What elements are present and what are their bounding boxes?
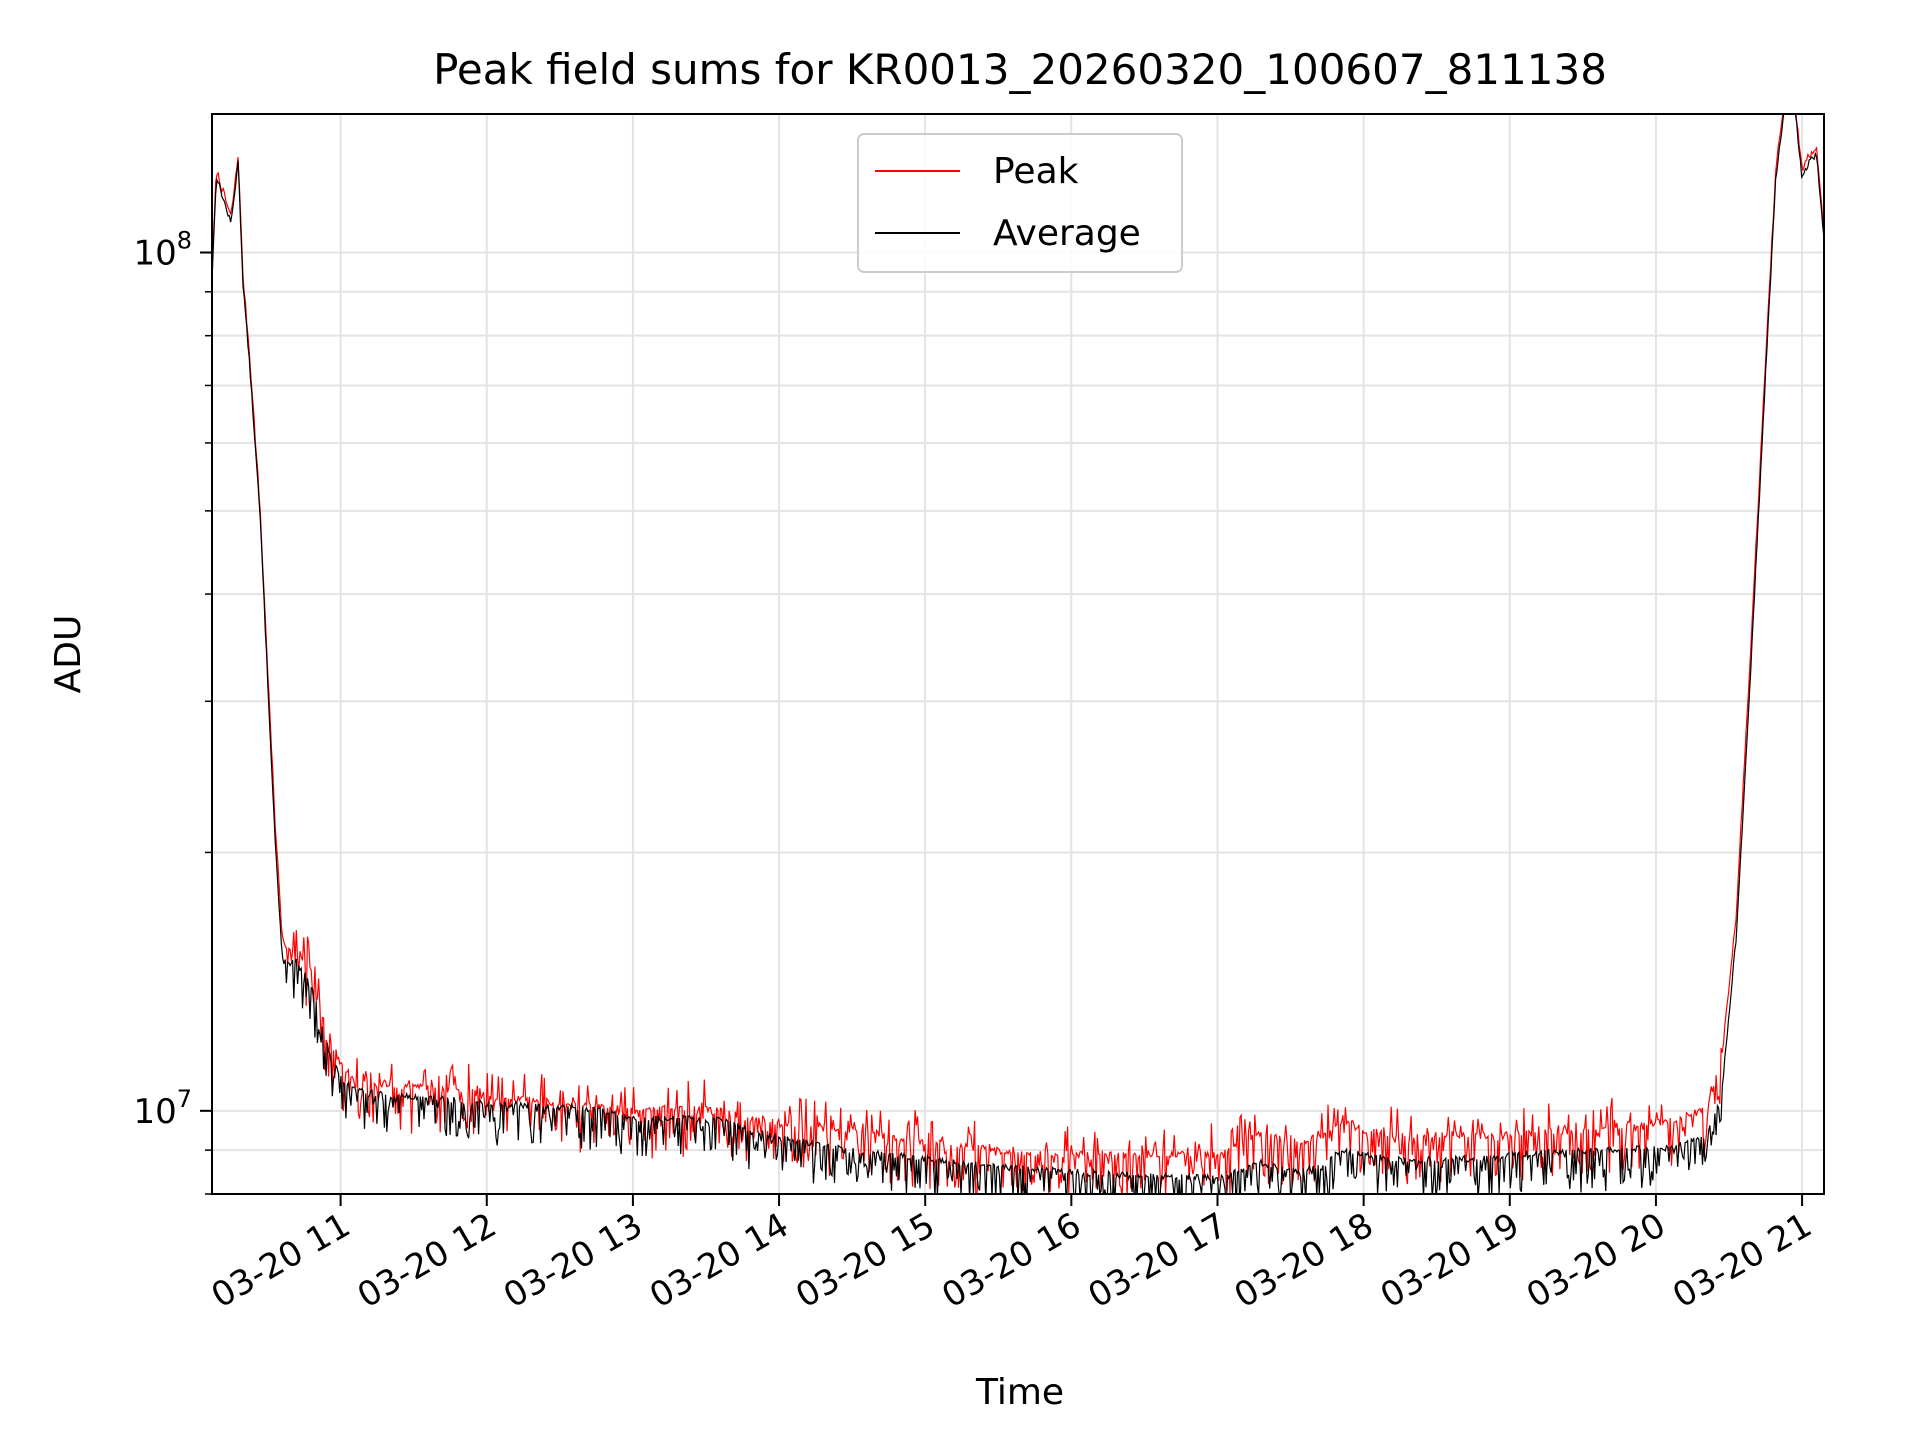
y-tick-exponent: 8 — [177, 227, 192, 255]
series-line-peak — [212, 114, 1824, 1194]
series-line-average — [212, 114, 1824, 1194]
series-group — [212, 114, 1824, 1194]
legend-box — [857, 133, 1183, 273]
y-tick-base: 10 — [133, 234, 176, 274]
y-tick-base: 10 — [133, 1092, 176, 1132]
y-tick-label: 107 — [133, 1085, 192, 1132]
y-tick-label: 108 — [133, 227, 192, 274]
minor-ticks — [205, 291, 212, 1195]
legend-peak-label: Peak — [993, 151, 1079, 192]
legend-average-label: Average — [993, 213, 1141, 254]
chart-title: Peak field sums for KR0013_20260320_1006… — [433, 45, 1607, 94]
grid — [212, 114, 1824, 1195]
x-axis-label: Time — [975, 1372, 1064, 1413]
y-tick-exponent: 7 — [177, 1085, 192, 1113]
plot-frame — [211, 113, 1825, 1195]
y-axis-label: ADU — [48, 615, 89, 694]
legend: Peak Average — [857, 133, 1183, 273]
